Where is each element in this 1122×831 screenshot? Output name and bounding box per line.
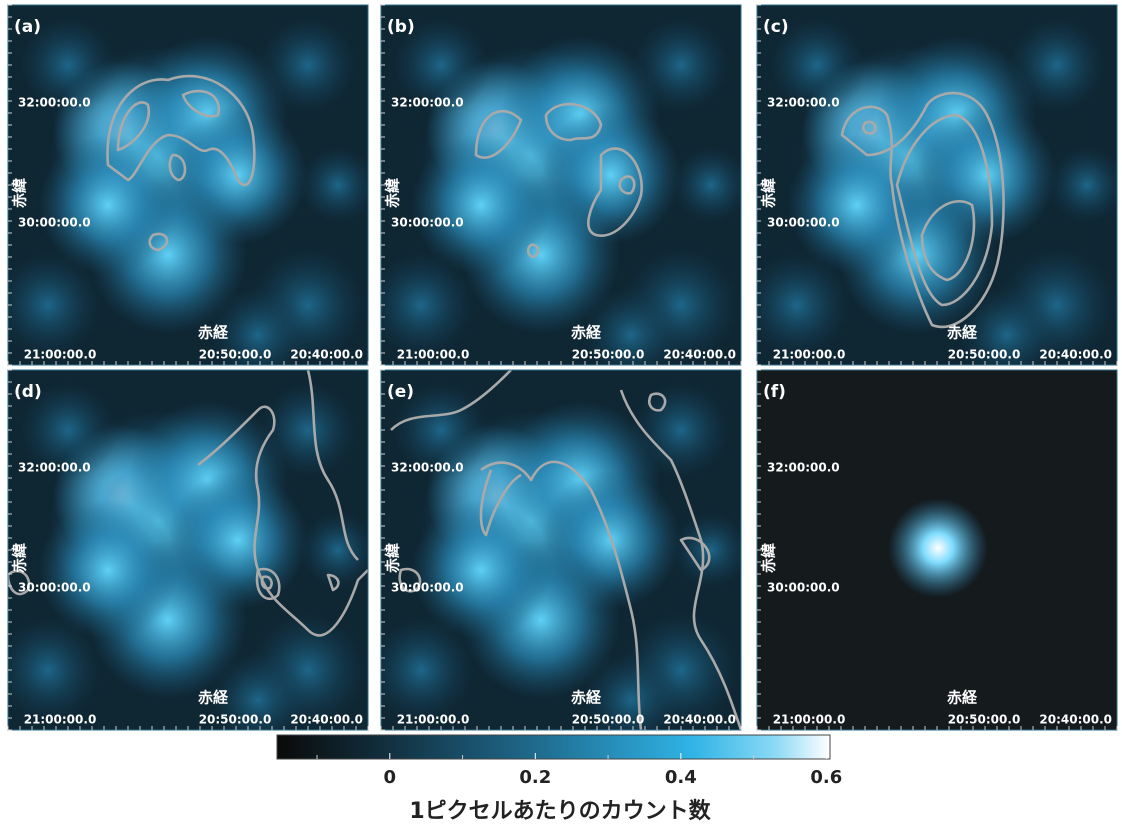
- panel: (f) 32:00:00.0 30:00:00.0 赤緯 21:00:00.0 20:50…: [757, 370, 1117, 730]
- image: [742, 5, 1122, 385]
- colorbar: [277, 735, 830, 759]
- x-axis-label: 赤経: [571, 324, 602, 342]
- x-tick-label: 21:00:00.0: [397, 713, 470, 727]
- x-tick-label: 21:00:00.0: [24, 713, 97, 727]
- colorbar-tick-label: 0.2: [519, 767, 551, 788]
- y-tick-label: 32:00:00.0: [18, 461, 91, 475]
- y-tick-label: 30:00:00.0: [391, 216, 464, 230]
- x-tick-label: 20:40:00.0: [663, 348, 736, 362]
- y-tick-label: 30:00:00.0: [767, 581, 840, 595]
- x-tick-label: 21:00:00.0: [773, 713, 846, 727]
- x-tick-label: 20:50:00.0: [948, 348, 1021, 362]
- x-axis-label: 赤経: [198, 324, 229, 342]
- image: [0, 5, 378, 385]
- y-tick-label: 30:00:00.0: [391, 581, 464, 595]
- colorbar-label: 1ピクセルあたりのカウント数: [409, 798, 711, 824]
- x-tick-label: 20:50:00.0: [572, 713, 645, 727]
- x-tick-label: 20:50:00.0: [572, 348, 645, 362]
- panel-label: (c): [763, 17, 789, 37]
- y-tick-label: 32:00:00.0: [391, 96, 464, 110]
- image: [366, 5, 751, 385]
- x-tick-label: 21:00:00.0: [397, 348, 470, 362]
- image: [757, 370, 1117, 730]
- y-tick-label: 32:00:00.0: [18, 96, 91, 110]
- panel: (b) 32:00:00.0 30:00:00.0 赤緯 21:00:00.0 20:50…: [366, 5, 751, 385]
- colorbar-tick-label: 0.6: [810, 767, 842, 788]
- panel-label: (b): [387, 17, 415, 37]
- emission: [631, 15, 731, 115]
- x-tick-label: 20:50:00.0: [199, 713, 272, 727]
- y-tick-label: 30:00:00.0: [767, 216, 840, 230]
- image: [366, 370, 751, 750]
- colorbar-tick-label: 0.4: [665, 767, 697, 788]
- x-tick-label: 20:40:00.0: [1039, 348, 1112, 362]
- panel: (d) 32:00:00.0 30:00:00.0 赤緯 21:00:00.0 20:50…: [0, 370, 378, 750]
- panel-label: (a): [14, 17, 41, 37]
- colorbar-tick-label: 0: [384, 767, 397, 788]
- emission: [258, 15, 358, 115]
- x-tick-label: 20:40:00.0: [290, 348, 363, 362]
- y-axis-label: 赤緯: [760, 178, 778, 208]
- psf: [888, 498, 988, 598]
- emission: [298, 145, 378, 225]
- emission: [631, 380, 731, 480]
- emission: [1007, 15, 1107, 115]
- emission: [671, 510, 751, 590]
- emission: [671, 145, 751, 225]
- y-tick-label: 32:00:00.0: [767, 96, 840, 110]
- panel-label: (d): [14, 382, 42, 402]
- x-tick-label: 21:00:00.0: [24, 348, 97, 362]
- x-tick-label: 21:00:00.0: [773, 348, 846, 362]
- x-axis-label: 赤経: [198, 689, 229, 707]
- y-axis-label: 赤緯: [384, 543, 402, 573]
- x-tick-label: 20:40:00.0: [1039, 713, 1112, 727]
- panel: (e) 32:00:00.0 30:00:00.0 赤緯 21:00:00.0 20:50…: [366, 370, 751, 750]
- panel-label: (f): [763, 382, 786, 402]
- x-axis-label: 赤経: [947, 324, 978, 342]
- x-tick-label: 20:40:00.0: [290, 713, 363, 727]
- y-axis-label: 赤緯: [384, 178, 402, 208]
- x-tick-label: 20:50:00.0: [948, 713, 1021, 727]
- y-tick-label: 32:00:00.0: [767, 461, 840, 475]
- panel-label: (e): [387, 382, 414, 402]
- y-axis-label: 赤緯: [11, 543, 29, 573]
- panel: (c) 32:00:00.0 30:00:00.0 赤緯 21:00:00.0 20:50…: [742, 5, 1122, 385]
- y-tick-label: 30:00:00.0: [18, 581, 91, 595]
- y-tick-label: 30:00:00.0: [18, 216, 91, 230]
- y-axis-label: 赤緯: [11, 178, 29, 208]
- figure: 1ピクセルあたりのカウント数 (a) 32:00:00.0 30:00:00.0 赤緯…: [0, 0, 1122, 827]
- x-axis-label: 赤経: [571, 689, 602, 707]
- x-tick-label: 20:40:00.0: [663, 713, 736, 727]
- x-axis-label: 赤経: [947, 689, 978, 707]
- x-tick-label: 20:50:00.0: [199, 348, 272, 362]
- y-tick-label: 32:00:00.0: [391, 461, 464, 475]
- image: [0, 370, 378, 750]
- panel: (a) 32:00:00.0 30:00:00.0 赤緯 21:00:00.0 20:50…: [0, 5, 378, 385]
- y-axis-label: 赤緯: [760, 543, 778, 573]
